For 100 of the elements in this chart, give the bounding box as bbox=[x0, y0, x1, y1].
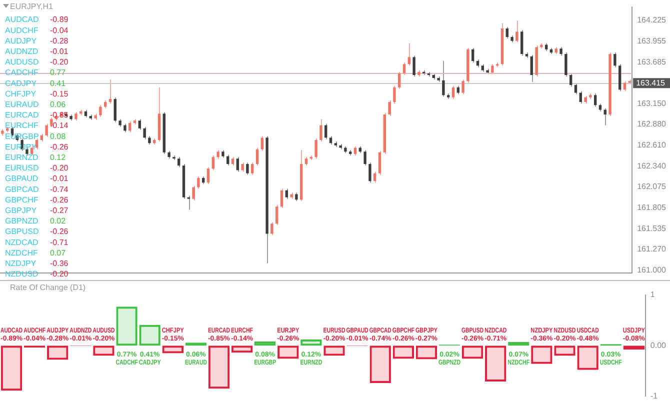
text: AUDCAD -0.89 bbox=[5, 15, 68, 24]
candlestick bbox=[398, 71, 401, 90]
candlestick bbox=[280, 188, 284, 209]
bar bbox=[278, 346, 299, 359]
candlestick bbox=[320, 118, 322, 142]
text: GBPCAD -0.74 bbox=[5, 184, 68, 194]
text: AUDCHF -0.04 bbox=[5, 26, 68, 35]
y-tick-label: 1 bbox=[650, 290, 656, 300]
candlestick bbox=[275, 204, 278, 226]
y-tick-label: 161.000 bbox=[637, 265, 667, 274]
candlestick bbox=[114, 96, 116, 123]
candlestick bbox=[314, 138, 318, 160]
text: NZDCHF 0.07 bbox=[5, 248, 66, 258]
text: GBPJPY -0.27 bbox=[5, 206, 68, 216]
y-tick-label: 162.340 bbox=[637, 162, 667, 171]
bar bbox=[531, 346, 552, 364]
candlestick bbox=[99, 104, 102, 118]
text: EURCHF -0.14 bbox=[5, 121, 68, 130]
candlestick bbox=[623, 80, 626, 92]
bar bbox=[508, 342, 530, 346]
candlestick bbox=[506, 26, 508, 40]
candlestick bbox=[256, 147, 259, 166]
text: NZDCAD -0.71 bbox=[5, 238, 68, 247]
y-tick-label: -1 bbox=[650, 391, 658, 400]
candlestick bbox=[128, 120, 132, 133]
bar bbox=[392, 346, 414, 359]
candlestick bbox=[241, 162, 244, 172]
chart-title: Rate Of Change (D1) bbox=[10, 283, 86, 292]
candlestick bbox=[285, 188, 288, 200]
chart-title: EURJPY,H1 bbox=[10, 2, 54, 12]
candlestick bbox=[324, 123, 328, 140]
candlestick bbox=[579, 90, 582, 104]
candlestick bbox=[206, 166, 210, 185]
text: CHFJPY -0.15 bbox=[5, 89, 68, 98]
y-tick-label: 163.150 bbox=[637, 98, 667, 108]
text: AUDJPY -0.28 bbox=[5, 36, 68, 46]
text: GBPUSD -0.26 bbox=[5, 227, 68, 236]
candlestick bbox=[108, 79, 112, 104]
bar bbox=[370, 346, 391, 384]
candlestick bbox=[569, 72, 572, 88]
candlestick bbox=[471, 47, 474, 64]
candlestick bbox=[614, 52, 616, 68]
candlestick bbox=[594, 93, 597, 108]
candlestick bbox=[462, 79, 464, 95]
candlestick bbox=[236, 156, 239, 172]
candlestick bbox=[564, 52, 568, 77]
y-tick-label: 161.805 bbox=[637, 202, 667, 212]
text: NZDUSD -0.20 bbox=[5, 270, 68, 279]
ref-line-label: 163.415 bbox=[636, 78, 666, 88]
candlestick bbox=[412, 55, 416, 77]
candlestick bbox=[442, 60, 445, 98]
candlestick bbox=[378, 150, 382, 176]
candlestick bbox=[388, 100, 391, 116]
text: EURAUD 0.06 bbox=[5, 100, 66, 110]
candlestick bbox=[402, 62, 406, 76]
x-tick-label: GBPCAD bbox=[369, 326, 392, 335]
text: NZDJPY -0.36 bbox=[5, 259, 68, 268]
bar bbox=[577, 346, 598, 370]
candlestick bbox=[408, 42, 410, 66]
bar bbox=[324, 346, 345, 356]
y-tick-label: 161.535 bbox=[637, 224, 667, 233]
candlestick bbox=[368, 162, 372, 184]
candlestick bbox=[574, 82, 578, 95]
candlestick bbox=[246, 162, 249, 176]
candlestick bbox=[364, 150, 366, 166]
candlestick bbox=[491, 64, 494, 75]
bar bbox=[162, 346, 184, 354]
bar bbox=[0, 346, 22, 391]
text: AUDNZD -0.01 bbox=[5, 47, 68, 56]
candlestick bbox=[250, 162, 254, 176]
y-tick-label: 162.880 bbox=[637, 120, 667, 129]
candlestick bbox=[143, 126, 146, 140]
candlestick bbox=[270, 222, 274, 236]
candlestick bbox=[530, 54, 533, 82]
text: GBPCHF -0.26 bbox=[5, 195, 68, 204]
bar bbox=[300, 340, 322, 346]
bar bbox=[416, 346, 438, 360]
candlestick bbox=[354, 146, 357, 156]
y-tick-label: 163.955 bbox=[637, 36, 667, 46]
candlestick bbox=[226, 154, 230, 166]
y-tick-label: 163.685 bbox=[637, 57, 667, 66]
candlestick bbox=[138, 118, 141, 130]
candlestick bbox=[192, 185, 195, 201]
candlestick bbox=[212, 154, 214, 171]
bar bbox=[93, 346, 114, 356]
candlestick bbox=[197, 176, 200, 190]
y-tick-label: 162.075 bbox=[637, 182, 667, 192]
candlestick bbox=[393, 85, 396, 104]
bar bbox=[484, 346, 506, 382]
candlestick bbox=[260, 136, 264, 152]
y-tick-label: 162.610 bbox=[637, 140, 667, 150]
text: GBPAUD -0.01 bbox=[5, 174, 68, 184]
text: AUDUSD -0.20 bbox=[5, 58, 68, 67]
candlestick bbox=[520, 30, 524, 56]
candlestick bbox=[516, 20, 518, 43]
y-tick-label: 164.225 bbox=[637, 16, 667, 25]
bar bbox=[462, 346, 484, 359]
y-tick-label: 161.270 bbox=[637, 244, 667, 254]
text: GBPNZD 0.02 bbox=[5, 216, 66, 226]
y-tick-label: 0.00 bbox=[650, 340, 667, 350]
